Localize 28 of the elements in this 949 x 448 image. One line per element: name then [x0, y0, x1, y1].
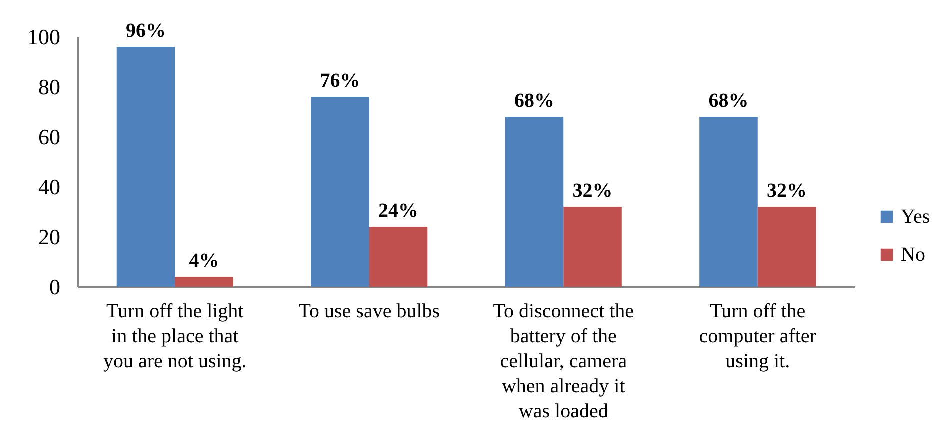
x-tick-label: To disconnect the battery of the cellular, camera when already it was loaded — [493, 300, 634, 422]
bar — [116, 47, 176, 287]
bar — [564, 207, 622, 287]
data-label: 68% — [708, 90, 749, 112]
y-tick-label: 20 — [38, 224, 60, 250]
legend-label: No — [901, 244, 926, 266]
bar — [700, 117, 758, 287]
bar — [369, 227, 428, 287]
data-label: 4% — [189, 250, 220, 272]
data-label: 76% — [320, 70, 360, 92]
x-tick-label: To use save bulbs — [298, 300, 440, 322]
bar — [758, 207, 816, 287]
bar — [175, 277, 234, 287]
y-tick-label: 80 — [38, 74, 60, 100]
data-label: 68% — [514, 90, 554, 112]
y-tick-label: 100 — [28, 24, 60, 50]
data-label: 96% — [126, 20, 166, 42]
data-label: 24% — [378, 200, 419, 222]
bar — [505, 117, 564, 287]
y-tick-label: 0 — [50, 274, 60, 300]
y-tick-label: 60 — [38, 124, 60, 150]
x-tick-label: Turn off the computer after using it. — [699, 300, 817, 372]
legend-label: Yes — [901, 206, 930, 228]
y-tick-label: 40 — [38, 174, 60, 200]
data-label: 32% — [572, 180, 613, 202]
bar — [311, 97, 370, 287]
data-label: 32% — [767, 180, 808, 202]
x-tick-label: Turn off the light in the place that you are not using. — [103, 300, 247, 372]
